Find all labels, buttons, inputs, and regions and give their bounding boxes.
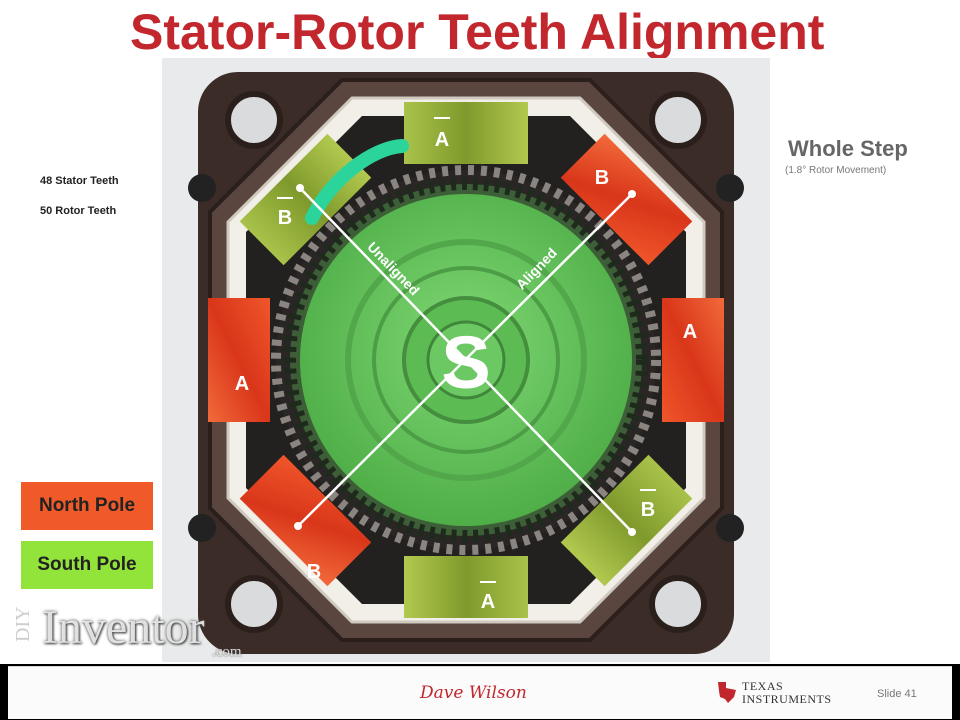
coil-label-bottom: A [481, 591, 495, 613]
ti-name-line2: INSTRUMENTS [742, 692, 832, 706]
coil-label-right: A [683, 321, 697, 343]
texas-state-icon [718, 682, 736, 703]
legend-north-pole: North Pole [21, 482, 153, 530]
rotor-teeth-note: 50 Rotor Teeth [40, 205, 117, 217]
alignment-lines [294, 184, 636, 536]
watermark-main: Inventor [42, 601, 205, 654]
stepper-motor-diagram: S Unaligned Aligned A B A B A B A B [188, 72, 744, 654]
slide-title: Stator-Rotor Teeth Alignment [130, 4, 825, 60]
watermark-suffix: .com [212, 644, 242, 660]
slide: Stator-Rotor Teeth Alignment 48 Stator T… [0, 0, 960, 664]
coil-label-top-left: B [278, 207, 292, 229]
ti-name-line1: TEXAS [742, 679, 784, 693]
coil-label-bottom-right: B [641, 499, 655, 521]
coil-label-top-right: B [595, 167, 609, 189]
coil-label-bottom-left: B [307, 561, 321, 583]
slide-number: Slide 41 [877, 688, 917, 700]
coil-label-left: A [235, 373, 249, 395]
coil-label-top: A [435, 129, 449, 151]
motor-diagram-panel: S Unaligned Aligned A B A B A B A B [162, 58, 770, 662]
ti-logo: TEXAS INSTRUMENTS [708, 677, 848, 709]
step-title: Whole Step [788, 136, 908, 161]
footer-author: Dave Wilson [420, 683, 527, 703]
watermark-prefix: DIY [12, 606, 34, 642]
stator-teeth-note: 48 Stator Teeth [40, 175, 119, 187]
step-subtitle: (1.8° Rotor Movement) [785, 165, 887, 176]
coil-labels: A B A B A B A B [235, 117, 697, 613]
rotor-pole-label: S [441, 321, 490, 404]
legend-south-pole: South Pole [21, 541, 153, 589]
slide-footer: Dave Wilson TEXAS INSTRUMENTS Slide 41 [8, 666, 952, 719]
watermark: DIY Inventor .com [12, 601, 280, 664]
